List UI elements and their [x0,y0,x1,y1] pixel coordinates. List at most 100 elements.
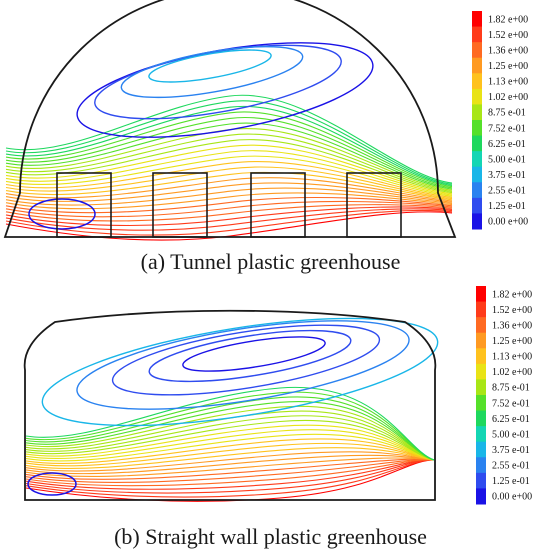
legend-color-swatch [476,301,486,318]
streamline [5,208,453,231]
legend-color-swatch [472,26,482,43]
legend-color-swatch [476,363,486,380]
streamline [25,457,435,478]
legend-color-swatch [472,197,482,214]
legend-label: 7.52 e-01 [492,398,530,409]
legend-label: 3.75 e-01 [488,170,526,181]
caption-b: (b) Straight wall plastic greenhouse [114,524,427,549]
streamline [5,150,453,196]
streamline [5,94,453,184]
streamline [25,419,435,461]
streamline [25,451,435,472]
legend-label: 3.75 e-01 [492,445,530,456]
legend-label: 1.36 e+00 [488,45,528,56]
legend-color-swatch [472,42,482,59]
legend-a: 1.82 e+00 1.52 e+00 1.36 e+00 1.25 e+00 1.13… [472,11,528,230]
corner-vortex [27,472,77,496]
streamline [5,177,453,202]
greenhouse-outline-a [3,0,457,238]
legend-label: 1.13 e+00 [492,352,532,363]
legend-label: 6.25 e-01 [488,139,526,150]
streamline [5,144,453,195]
legend-color-swatch [476,286,486,303]
streamline [25,458,435,480]
legend-label: 1.02 e+00 [492,367,532,378]
legend-label: 1.25 e-01 [492,476,530,487]
legend-color-swatch [472,166,482,183]
streamline [5,204,453,222]
streamline [25,415,435,461]
streamline [25,429,435,461]
legend-color-swatch [476,395,486,412]
vortex-loop [120,45,304,99]
legend-label: 5.00 e-01 [492,429,530,440]
streamline [5,171,453,201]
streamline [5,155,453,197]
legend-color-swatch [476,379,486,396]
legend-label: 5.00 e-01 [488,154,526,165]
caption-a: (a) Tunnel plastic greenhouse [140,249,401,274]
streamline [25,454,435,475]
plant-rack [152,172,208,238]
streamline [25,405,435,461]
legend-color-swatch [472,135,482,152]
streamline [5,166,453,200]
corner-vortex [28,198,96,230]
legend-color-swatch [476,457,486,474]
streamline [25,459,435,502]
legend-label: 1.82 e+00 [488,14,528,25]
legend-color-swatch [472,182,482,199]
legend-label: 1.25 e+00 [488,61,528,72]
streamline [5,105,453,186]
legend-label: 1.52 e+00 [488,30,528,41]
legend-label: 1.13 e+00 [488,77,528,88]
vortex-loop [41,317,439,427]
vortex-loop [148,49,272,83]
legend-color-swatch [476,441,486,458]
streamline [5,111,453,188]
legend-color-swatch [476,410,486,427]
panel-b-straight-wall-greenhouse: 1.82 e+00 1.52 e+00 1.36 e+00 1.25 e+00 1.13… [23,286,532,505]
legend-color-swatch [472,88,482,105]
legend-label: 8.75 e-01 [488,108,526,119]
streamline [25,459,435,494]
legend-color-swatch [472,151,482,168]
streamline [25,391,435,461]
streamline [25,396,435,461]
legend-color-swatch [476,426,486,443]
streamline [25,447,435,469]
streamline [5,116,453,189]
streamline [5,211,453,241]
vortex-loop [76,320,410,410]
streamlines-a [5,42,453,241]
streamline [25,438,435,464]
legend-label: 7.52 e-01 [488,123,526,134]
legend-color-swatch [472,213,482,230]
streamline [5,200,453,218]
legend-color-swatch [472,120,482,137]
legend-label: 2.55 e-01 [492,461,530,472]
legend-label: 2.55 e-01 [488,186,526,197]
streamline [25,386,435,461]
legend-label: 0.00 e+00 [492,492,532,503]
legend-label: 0.00 e+00 [488,217,528,228]
streamline [5,192,453,210]
legend-label: 1.36 e+00 [492,320,532,331]
streamline [25,433,435,462]
streamlines-b [25,317,439,502]
streamline [25,424,435,461]
legend-label: 1.25 e-01 [488,201,526,212]
streamline [5,182,453,203]
legend-label: 1.82 e+00 [492,289,532,300]
legend-label: 8.75 e-01 [492,383,530,394]
legend-label: 1.02 e+00 [488,92,528,103]
legend-label: 6.25 e-01 [492,414,530,425]
vortex-loop [148,329,352,383]
legend-color-swatch [472,104,482,121]
legend-label: 1.52 e+00 [492,305,532,316]
legend-color-swatch [472,57,482,74]
legend-color-swatch [476,332,486,349]
legend-label: 1.25 e+00 [492,336,532,347]
legend-b: 1.82 e+00 1.52 e+00 1.36 e+00 1.25 e+00 1.13… [476,286,532,505]
legend-color-swatch [476,488,486,505]
